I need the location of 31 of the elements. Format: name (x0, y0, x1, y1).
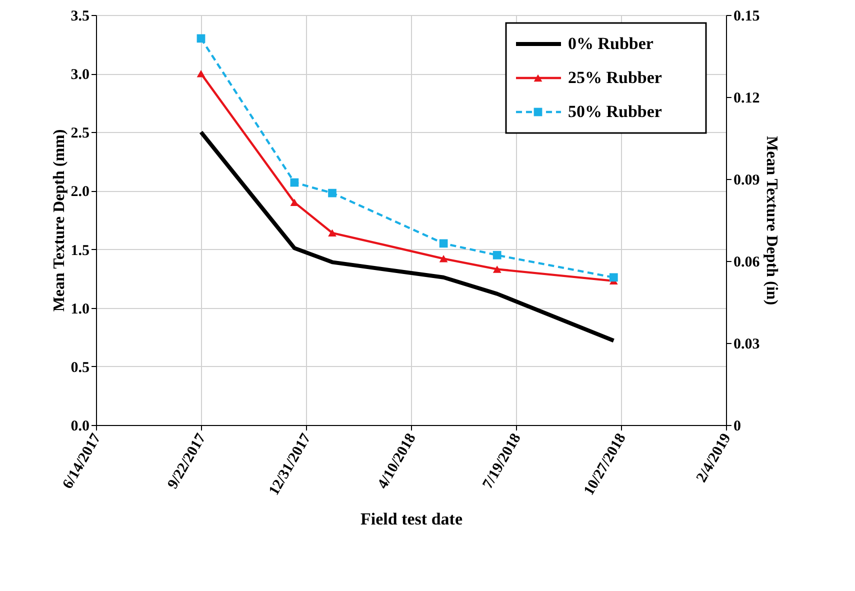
point (439, 239, 448, 248)
y2-axis-title: Mean Texture Depth (in) (762, 136, 780, 306)
legend-label: 50% Rubber (568, 102, 662, 121)
y2-tick-label: 0 (734, 418, 741, 434)
y-axis-title: Mean Texture Depth (mm) (50, 129, 68, 312)
point (439, 255, 448, 262)
y2-tick-label: 0.06 (734, 254, 760, 270)
y-tick-label: 3.0 (70, 67, 90, 84)
y2-tick-label: 0.15 (734, 8, 760, 24)
y-tick-label: 2.5 (70, 126, 90, 142)
point (609, 273, 618, 282)
y2-tick-label: 0.12 (734, 90, 760, 106)
y-tick-label: 0.5 (70, 360, 90, 376)
point (290, 178, 299, 187)
y-tick-label: 0.0 (70, 418, 90, 434)
point (328, 229, 336, 237)
point (196, 34, 206, 43)
legend-label: 25% Rubber (568, 68, 662, 87)
line-series (199, 130, 616, 343)
point (492, 250, 502, 260)
legend-label: 0% Rubber (568, 34, 654, 53)
y-tick-label: 1.0 (70, 301, 90, 318)
y-tick-label: 2.0 (70, 184, 90, 200)
point (328, 188, 336, 198)
x-axis-title: Field test date (360, 510, 463, 529)
y2-tick-label: 0.03 (734, 336, 760, 352)
point (196, 70, 206, 78)
point (492, 266, 502, 273)
y2-tick-label: 0.09 (734, 172, 760, 188)
y-tick-label: 1.5 (70, 242, 90, 259)
y-tick-label: 3.5 (70, 8, 90, 24)
